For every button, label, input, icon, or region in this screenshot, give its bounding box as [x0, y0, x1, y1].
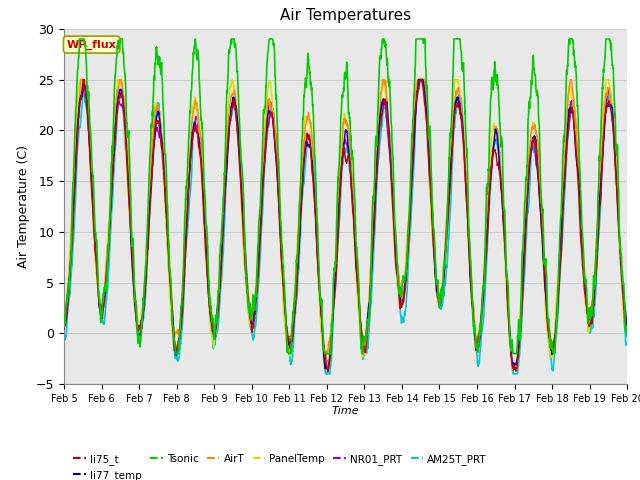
X-axis label: Time: Time: [332, 407, 360, 417]
Legend: li75_t, li77_temp, Tsonic, AirT, PanelTemp, NR01_PRT, AM25T_PRT: li75_t, li77_temp, Tsonic, AirT, PanelTe…: [69, 450, 491, 480]
Y-axis label: Air Temperature (C): Air Temperature (C): [17, 145, 30, 268]
Title: Air Temperatures: Air Temperatures: [280, 9, 411, 24]
Text: WP_flux: WP_flux: [67, 39, 116, 50]
